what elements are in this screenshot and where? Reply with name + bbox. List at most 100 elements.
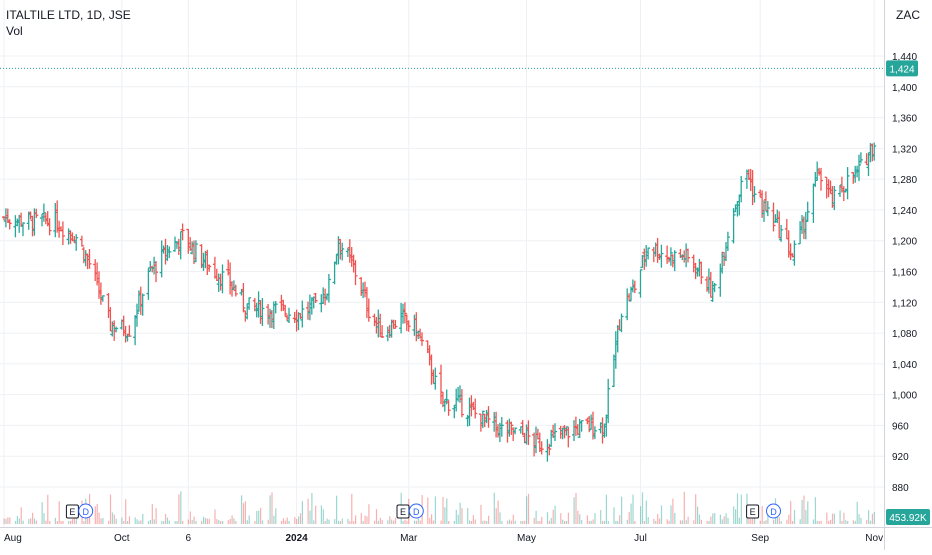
volume-bar <box>801 499 803 524</box>
volume-bar <box>674 513 676 524</box>
volume-bar <box>127 520 129 524</box>
volume-bar <box>698 514 701 524</box>
volume-bar <box>740 494 742 524</box>
volume-bar <box>377 520 379 524</box>
volume-bar <box>845 520 847 524</box>
volume-bar <box>121 517 123 524</box>
ohlc-bar <box>402 302 407 324</box>
time-tick-label: Mar <box>400 533 418 544</box>
volume-bar <box>590 520 592 524</box>
ohlc-bar <box>135 303 139 327</box>
time-axis[interactable]: AugOct62024MarMayJulSepNov9 <box>0 527 932 545</box>
volume-bar <box>301 501 303 524</box>
ohlc-bar <box>34 208 39 219</box>
volume-bar <box>841 520 843 524</box>
volume-bar <box>94 506 96 524</box>
ohlc-bar <box>739 176 744 203</box>
volume-bar <box>16 516 18 524</box>
volume-bar <box>847 520 849 524</box>
marker-label: D <box>82 507 89 517</box>
volume-bar <box>738 517 740 524</box>
currency-label[interactable]: ZAC <box>896 8 920 22</box>
volume-bar <box>349 520 351 524</box>
volume-bar <box>368 504 370 524</box>
volume-bar <box>284 520 286 524</box>
volume-bar <box>812 519 815 524</box>
volume-bars <box>3 491 875 524</box>
ohlc-bar <box>553 423 557 442</box>
volume-bar <box>204 517 207 524</box>
volume-bar <box>814 497 816 524</box>
volume-bar <box>527 493 530 524</box>
volume-bar <box>125 499 127 524</box>
price-tick-label: 1,120 <box>892 298 917 309</box>
volume-bar <box>149 519 151 524</box>
volume-bar <box>565 520 568 524</box>
volume-bar <box>296 519 298 524</box>
ohlc-bar <box>805 201 810 222</box>
price-tick-label: 920 <box>892 452 909 463</box>
volume-bar <box>442 497 444 524</box>
ohlc-bar <box>167 246 172 259</box>
volume-bar <box>214 509 216 524</box>
symbol-title[interactable]: ITALTILE LTD, 1D, JSE <box>6 8 131 22</box>
volume-bar <box>229 518 231 524</box>
volume-bar <box>415 520 417 524</box>
volume-bar <box>537 520 539 524</box>
volume-bar <box>495 508 497 524</box>
volume-bar <box>719 514 721 524</box>
volume-bar <box>22 520 24 524</box>
dividend-marker[interactable]: D <box>408 503 424 519</box>
volume-bar <box>62 520 64 524</box>
volume-indicator-label[interactable]: Vol <box>6 24 23 38</box>
ohlc-bar <box>207 264 212 272</box>
volume-bar <box>49 520 51 524</box>
volume-bar <box>539 520 541 524</box>
ohlc-bar <box>47 218 52 236</box>
volume-bar <box>488 515 490 524</box>
marker-label: E <box>750 507 756 517</box>
volume-bar <box>792 520 794 524</box>
volume-bar <box>71 519 74 524</box>
volume-bar <box>472 515 474 524</box>
volume-bar <box>360 513 362 524</box>
volume-bar <box>856 501 858 524</box>
earnings-marker[interactable]: E <box>65 504 79 519</box>
time-tick-label: Oct <box>114 533 130 544</box>
price-tick-label: 1,040 <box>892 360 917 371</box>
last-price-badge[interactable] <box>886 60 918 77</box>
volume-bar <box>733 506 735 524</box>
volume-bar <box>216 519 218 524</box>
volume-bar <box>666 519 668 524</box>
volume-bar <box>453 520 455 524</box>
volume-bar <box>374 520 376 524</box>
dividend-marker[interactable]: D <box>78 503 94 519</box>
volume-bar <box>315 505 317 524</box>
earnings-marker[interactable]: E <box>396 504 410 519</box>
volume-bar <box>151 504 153 524</box>
volume-bar <box>203 516 205 524</box>
price-tick-label: 1,280 <box>892 175 917 186</box>
volume-bar <box>626 519 628 524</box>
dividend-marker[interactable]: D <box>766 503 781 519</box>
volume-bar <box>480 504 482 524</box>
volume-value-badge[interactable] <box>886 509 930 525</box>
ohlc-bar <box>841 186 846 202</box>
volume-bar <box>18 518 20 524</box>
ohlc-bar <box>100 295 105 302</box>
volume-bar <box>273 515 275 524</box>
volume-bar <box>311 493 313 524</box>
earnings-marker[interactable]: E <box>746 504 760 519</box>
price-tick-label: 1,200 <box>892 237 917 248</box>
volume-bar <box>455 509 457 524</box>
ohlc-bar <box>486 406 491 428</box>
marker-label: D <box>770 507 777 517</box>
volume-bar <box>375 509 378 524</box>
price-axis[interactable]: 880 920 960 1,000 1,040 1,080 1,120 1,160 1,200 1… <box>884 0 931 550</box>
volume-bar <box>708 520 710 524</box>
volume-bar <box>7 517 9 524</box>
volume-bar <box>700 519 702 524</box>
